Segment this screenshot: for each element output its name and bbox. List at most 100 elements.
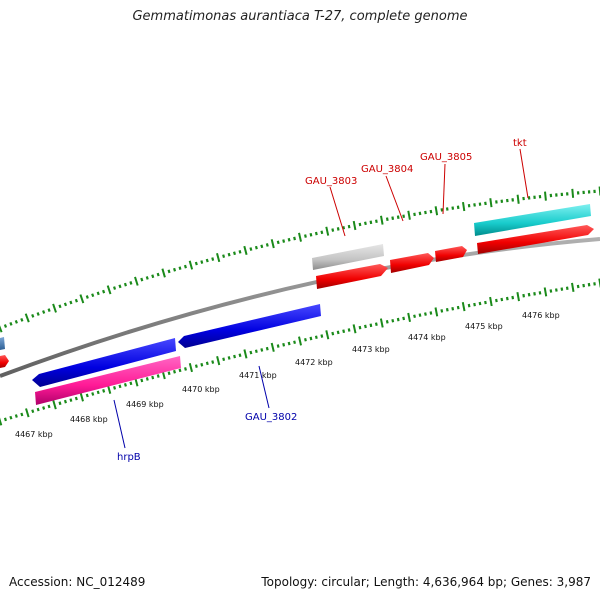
outer-tick-ring	[0, 186, 600, 333]
inner-tick-mark	[227, 356, 231, 360]
outer-tick-mark	[47, 308, 51, 312]
inner-tick-mark	[331, 331, 335, 336]
inner-tick-mark	[200, 362, 204, 367]
gene-label-gau-3802[interactable]: GAU_3802	[245, 412, 297, 423]
gene-label-tkt[interactable]: tkt	[513, 138, 527, 149]
outer-tick-mark	[145, 276, 149, 280]
genome-backbone	[0, 237, 600, 378]
gene-pink[interactable]	[35, 356, 181, 405]
gene-gau-3802[interactable]	[178, 304, 321, 348]
kbp-tick-labels: 4467 kbp 4468 kbp 4469 kbp 4470 kbp 4471…	[15, 311, 560, 439]
outer-tick-mark	[451, 206, 455, 210]
inner-tick-mark	[495, 298, 498, 303]
outer-tick-mark	[336, 227, 340, 231]
tick-label: 4471 kbp	[239, 371, 277, 380]
outer-tick-mark	[194, 261, 198, 266]
inner-tick-mark	[91, 392, 95, 396]
inner-tick-mark	[582, 283, 585, 288]
inner-tick-mark	[500, 297, 504, 302]
outer-tick-mark	[314, 231, 318, 236]
outer-tick-mark	[331, 228, 335, 232]
inner-tick-mark	[96, 390, 100, 395]
inner-tick-mark	[385, 320, 389, 324]
outer-tick-mark	[309, 232, 313, 237]
outer-tick-mark	[270, 239, 275, 249]
outer-tick-mark	[402, 214, 405, 218]
outer-tick-mark	[276, 240, 280, 245]
inner-tick-mark	[456, 305, 460, 310]
inner-tick-mark	[593, 282, 596, 286]
inner-tick-mark	[58, 401, 62, 406]
inner-tick-mark	[516, 292, 520, 302]
page-title: Gemmatimonas aurantiaca T-27, complete g…	[132, 9, 468, 24]
inner-tick-mark	[254, 349, 258, 354]
gene-gau-3805[interactable]	[435, 246, 467, 262]
outer-tick-mark	[473, 203, 476, 207]
inner-tick-mark	[587, 282, 591, 287]
inner-tick-mark	[140, 378, 144, 383]
outer-tick-mark	[462, 201, 466, 212]
inner-tick-mark	[249, 350, 253, 355]
inner-tick-mark	[565, 286, 569, 290]
inner-tick-mark	[511, 295, 515, 300]
gene-edge-red[interactable]	[0, 355, 9, 368]
outer-tick-mark	[434, 206, 439, 216]
inner-tick-mark	[25, 408, 30, 418]
gene-label-hrpb[interactable]: hrpB	[117, 452, 141, 463]
inner-tick-mark	[233, 354, 236, 359]
inner-tick-mark	[538, 291, 542, 295]
accession-text: Accession: NC_012489	[9, 575, 146, 589]
inner-tick-mark	[413, 314, 416, 319]
gene-hrpb[interactable]	[32, 338, 176, 387]
outer-tick-mark	[265, 243, 269, 247]
outer-tick-mark	[20, 318, 24, 322]
outer-tick-mark	[173, 267, 177, 272]
gene-pseudo-grey[interactable]	[312, 244, 384, 270]
inner-tick-mark	[85, 393, 89, 398]
outer-tick-mark	[63, 302, 68, 307]
gene-label-gau-3804[interactable]: GAU_3804	[361, 164, 413, 175]
outer-tick-mark	[3, 324, 8, 328]
outer-tick-mark	[102, 289, 106, 294]
inner-tick-mark	[505, 296, 509, 301]
outer-tick-mark	[282, 239, 286, 243]
gene-label-gau-3805[interactable]: GAU_3805	[420, 152, 472, 163]
gene-gau-3804[interactable]	[390, 253, 434, 273]
outer-tick-mark	[36, 312, 40, 316]
gene-gau-3803[interactable]	[316, 264, 388, 289]
outer-tick-mark	[123, 282, 127, 287]
outer-tick-mark	[375, 219, 378, 224]
outer-tick-mark	[287, 237, 291, 242]
outer-tick-mark	[222, 254, 226, 258]
inner-tick-mark	[429, 311, 433, 315]
gene-cyan[interactable]	[474, 204, 591, 236]
gene-edge-steel[interactable]	[0, 337, 5, 350]
outer-tick-mark	[134, 276, 139, 286]
inner-tick-mark	[440, 309, 444, 313]
tick-label: 4469 kbp	[126, 400, 164, 409]
outer-tick-mark	[249, 247, 253, 251]
tick-label: 4475 kbp	[465, 322, 503, 331]
inner-tick-mark	[167, 371, 171, 376]
inner-tick-mark	[320, 334, 324, 338]
inner-tick-mark	[402, 316, 406, 321]
inner-tick-mark	[260, 348, 264, 352]
tick-label: 4468 kbp	[70, 415, 108, 424]
outer-tick-mark	[96, 291, 100, 296]
reverse-strand-genes	[32, 304, 321, 405]
outer-tick-mark	[233, 251, 236, 256]
outer-tick-mark	[178, 266, 182, 270]
inner-tick-mark	[407, 312, 411, 323]
inner-tick-mark	[129, 381, 133, 386]
outer-tick-mark	[358, 222, 362, 227]
inner-tick-mark	[282, 342, 286, 347]
inner-tick-mark	[571, 282, 575, 292]
inner-tick-mark	[47, 404, 51, 409]
gene-label-gau-3803[interactable]: GAU_3803	[305, 176, 357, 187]
outer-tick-mark	[243, 245, 248, 256]
outer-tick-mark	[118, 284, 122, 289]
outer-tick-mark	[200, 260, 204, 264]
outer-tick-mark	[429, 209, 433, 214]
gene-tkt[interactable]	[477, 225, 594, 254]
outer-tick-mark	[31, 314, 35, 318]
